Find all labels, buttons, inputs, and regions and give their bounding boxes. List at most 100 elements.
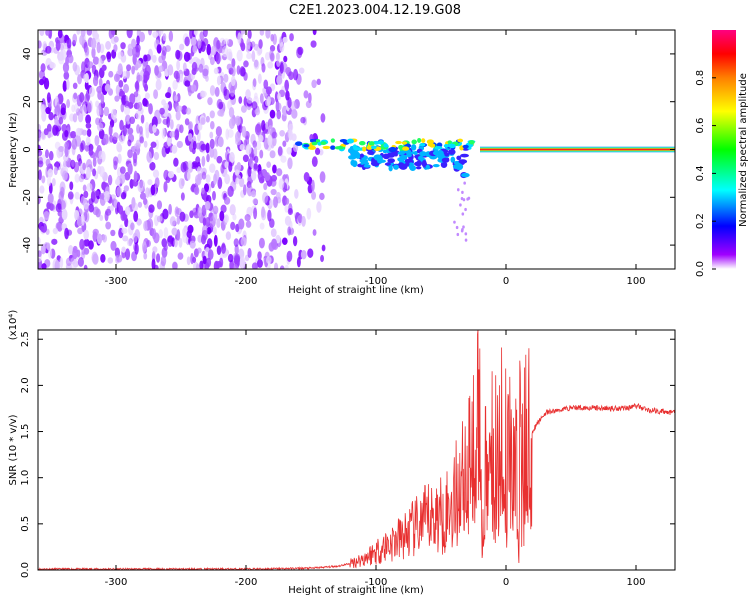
signal-blob <box>464 207 467 212</box>
noise-speckle <box>124 206 131 216</box>
noise-speckle <box>74 102 79 113</box>
noise-speckle <box>311 79 317 89</box>
noise-speckle <box>105 208 112 216</box>
noise-speckle <box>319 171 326 183</box>
noise-speckle <box>121 227 128 234</box>
noise-speckle <box>58 116 64 125</box>
noise-speckle <box>206 227 212 235</box>
snr-x-label: Height of straight line (km) <box>288 585 424 596</box>
noise-speckle <box>173 238 178 248</box>
noise-speckle <box>114 95 120 102</box>
signal-blob <box>386 152 396 158</box>
noise-speckle <box>220 243 227 254</box>
noise-speckle <box>39 30 45 36</box>
noise-speckle <box>145 187 150 199</box>
signal-blob <box>303 143 310 148</box>
noise-speckle <box>240 67 246 77</box>
noise-speckle <box>122 70 127 80</box>
noise-speckle <box>60 186 65 198</box>
noise-speckle <box>275 168 283 177</box>
noise-speckle <box>258 134 264 143</box>
noise-speckle <box>139 180 146 192</box>
noise-speckle <box>161 127 166 139</box>
noise-speckle <box>224 214 229 223</box>
noise-speckle <box>41 263 47 269</box>
noise-speckle <box>179 73 184 83</box>
signal-blob <box>413 150 418 156</box>
signal-blob <box>447 140 452 144</box>
noise-speckle <box>165 92 171 99</box>
noise-speckle <box>250 190 257 198</box>
noise-speckle <box>247 247 252 258</box>
noise-speckle <box>176 229 181 241</box>
noise-speckle <box>74 191 80 200</box>
noise-speckle <box>267 209 272 222</box>
noise-speckle <box>84 145 90 152</box>
noise-speckle <box>71 260 77 269</box>
noise-speckle <box>100 253 106 263</box>
signal-blob <box>462 198 466 202</box>
noise-speckle <box>288 71 294 81</box>
noise-speckle <box>253 163 258 170</box>
snr-panel: -300 -200 -100 0 100 0.0 0.5 1.0 1.5 2.0 2.5 Heig… <box>8 310 676 596</box>
signal-blob <box>377 140 385 145</box>
noise-speckle <box>54 115 59 126</box>
noise-speckle <box>219 37 226 47</box>
spectrogram-y-ticks: -40 -20 0 20 40 <box>22 48 675 253</box>
noise-speckle <box>241 126 247 138</box>
noise-speckle <box>161 45 167 56</box>
noise-speckle <box>43 210 50 221</box>
noise-speckle <box>200 117 206 125</box>
noise-speckle <box>196 166 202 175</box>
noise-speckle <box>129 116 136 125</box>
noise-speckle <box>84 46 90 56</box>
noise-speckle <box>62 170 68 181</box>
noise-speckle <box>169 130 176 138</box>
noise-speckle <box>83 202 89 210</box>
noise-speckle <box>38 160 44 168</box>
noise-speckle <box>175 72 180 83</box>
signal-blob <box>373 154 383 161</box>
noise-speckle <box>259 93 264 104</box>
noise-speckle <box>92 168 97 177</box>
noise-speckle <box>148 204 155 213</box>
noise-speckle <box>287 226 292 236</box>
noise-speckle <box>45 158 51 167</box>
noise-speckle <box>87 102 92 114</box>
signal-blob <box>462 144 469 149</box>
noise-speckle <box>141 241 147 253</box>
signal-blob <box>315 139 321 143</box>
noise-speckle <box>201 204 207 217</box>
noise-speckle <box>88 86 96 97</box>
noise-speckle <box>251 262 259 269</box>
noise-speckle <box>272 196 278 208</box>
noise-speckle <box>174 94 179 102</box>
noise-speckle <box>66 99 71 109</box>
noise-speckle <box>99 193 105 200</box>
noise-speckle <box>47 247 53 259</box>
noise-speckle <box>275 52 280 62</box>
noise-speckle <box>276 59 281 67</box>
noise-speckle <box>88 149 94 156</box>
noise-speckle <box>200 41 206 53</box>
snr-y-tick-label: 0.5 <box>20 516 31 532</box>
signal-blob <box>421 138 426 143</box>
noise-speckle <box>160 255 167 267</box>
signal-blob <box>330 145 336 150</box>
noise-speckle <box>113 36 119 43</box>
noise-speckle <box>276 75 283 85</box>
noise-speckle <box>269 199 274 206</box>
noise-speckle <box>81 32 86 44</box>
noise-speckle <box>284 79 290 92</box>
spectrogram-y-label: Frequency (Hz) <box>8 112 19 188</box>
noise-speckle <box>169 119 174 130</box>
noise-speckle <box>51 177 56 187</box>
noise-speckle <box>281 237 288 246</box>
noise-speckle <box>172 79 178 91</box>
noise-speckle <box>213 173 218 185</box>
signal-blob <box>460 229 464 233</box>
noise-speckle <box>283 55 288 63</box>
noise-speckle <box>116 143 123 153</box>
noise-speckle <box>40 63 46 73</box>
noise-speckle <box>99 165 105 178</box>
